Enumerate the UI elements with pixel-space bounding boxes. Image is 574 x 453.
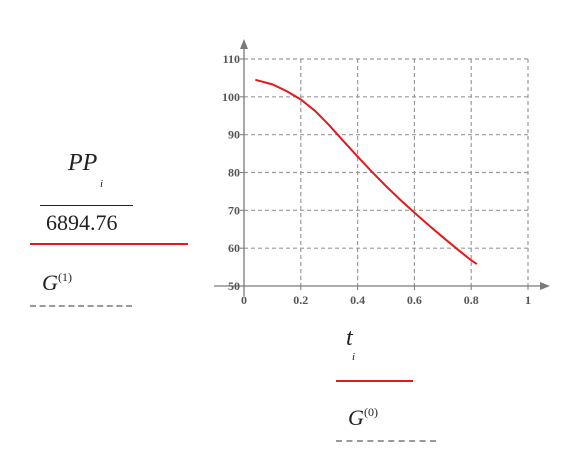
axes: [214, 39, 550, 296]
fraction-bar: [40, 205, 133, 206]
x-trace-dashed-sample: [336, 440, 436, 442]
x-tick-label: 1: [525, 293, 531, 307]
y-tick-label: 50: [228, 279, 240, 293]
y-tick-label: 110: [223, 52, 240, 66]
series-line: [255, 78, 478, 265]
y-axis-arrow: [240, 39, 248, 49]
x-axis-arrow: [540, 282, 550, 290]
x-trace-superscript: (0): [364, 405, 378, 419]
x-tick-label: 0.2: [293, 293, 308, 307]
y-numerator-subscript: i: [100, 178, 104, 190]
x-variable: t: [346, 325, 353, 351]
x-trace-line-sample: [336, 380, 413, 382]
grid-lines: [244, 58, 529, 286]
tick-labels: 50 60 70 80 90 100 110 0 0.2 0.4 0.6 0.8 1: [222, 52, 531, 307]
x-tick-label: 0: [241, 293, 247, 307]
y-tick-label: 90: [228, 128, 240, 142]
x-tick-label: 0.8: [464, 293, 479, 307]
y-tick-label: 80: [228, 166, 240, 180]
y-tick-label: 70: [228, 203, 240, 217]
x-variable-subscript: i: [352, 351, 356, 363]
y-tick-label: 100: [222, 90, 240, 104]
y-trace-dashed-sample: [30, 305, 132, 307]
x-trace-name: G: [348, 405, 364, 430]
y-trace-superscript: (1): [58, 270, 72, 284]
y-trace-name: G: [42, 270, 58, 295]
y-trace-line-sample: [30, 243, 188, 245]
x-tick-label: 0.4: [350, 293, 365, 307]
y-denominator: 6894.76: [46, 210, 118, 235]
x-tick-label: 0.6: [407, 293, 422, 307]
y-tick-label: 60: [228, 241, 240, 255]
y-numerator: PP: [68, 150, 98, 176]
